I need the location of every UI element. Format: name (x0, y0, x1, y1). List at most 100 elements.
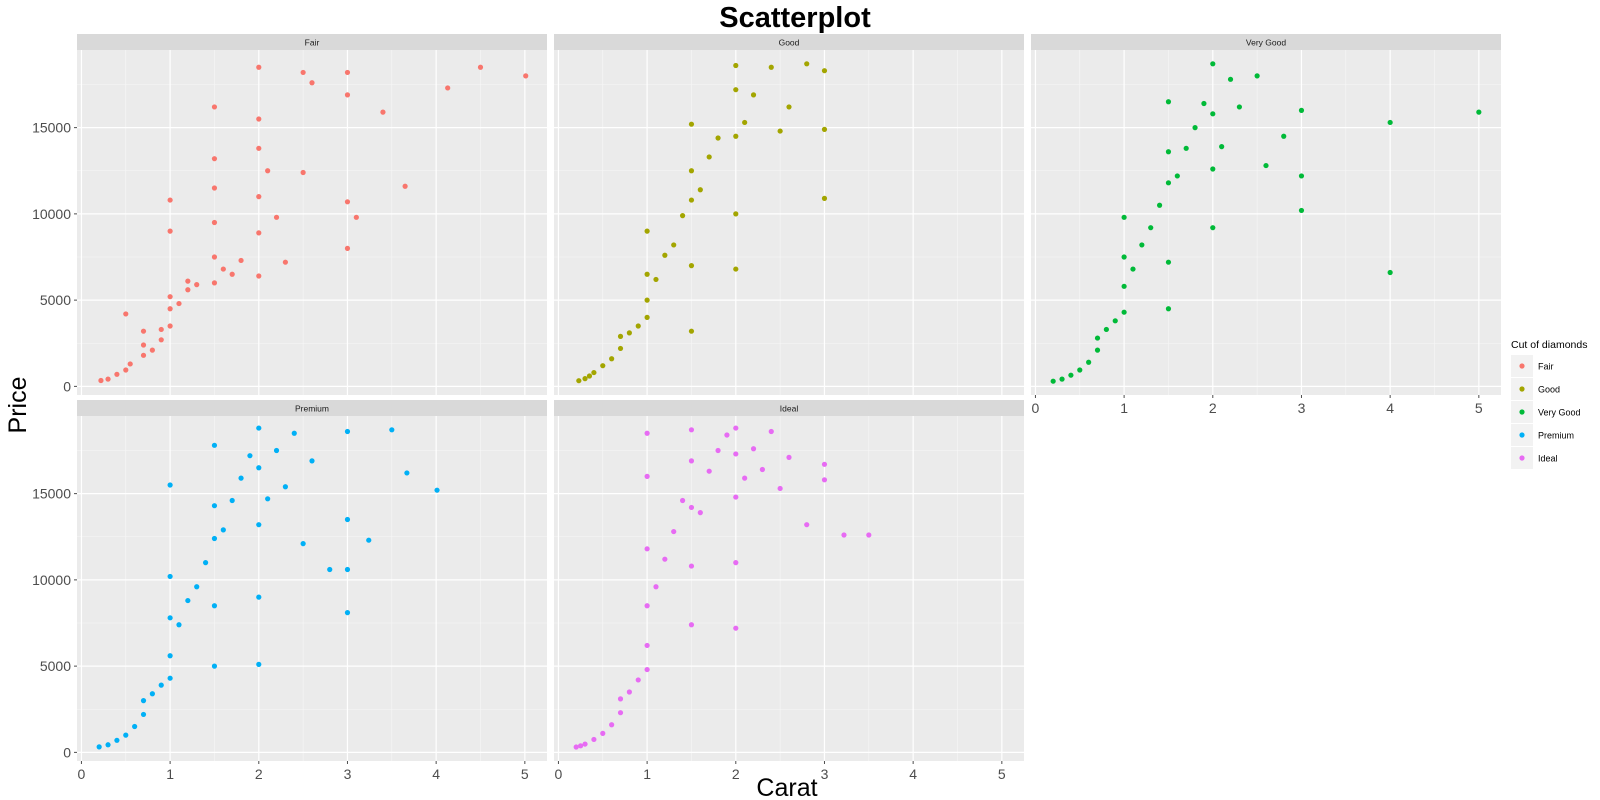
facet-strip (77, 34, 547, 50)
data-point (132, 723, 138, 730)
data-point (653, 584, 659, 590)
data-point (750, 446, 757, 452)
data-point (576, 378, 582, 384)
y-tick-label: 5000 (40, 292, 71, 308)
data-point (1165, 99, 1172, 105)
data-point (256, 145, 262, 151)
data-point (586, 373, 593, 379)
data-point (123, 311, 129, 317)
data-point (768, 428, 774, 435)
data-point (1121, 283, 1127, 289)
data-point (777, 128, 783, 134)
data-point (1298, 173, 1305, 179)
data-point (1094, 335, 1101, 341)
data-point (238, 257, 244, 264)
data-point (1165, 180, 1172, 186)
data-point (114, 371, 120, 377)
data-point (167, 482, 173, 488)
data-point (724, 432, 730, 438)
facet-strip-label: Ideal (780, 404, 799, 414)
legend-key-fair: Fair (1511, 355, 1554, 377)
data-point (750, 92, 757, 98)
x-tick-label: 4 (909, 766, 917, 782)
data-point (123, 732, 129, 738)
data-point (211, 280, 218, 286)
data-point (733, 62, 739, 69)
data-point (626, 689, 632, 695)
data-point (273, 447, 280, 454)
data-point (300, 541, 306, 547)
chart-title: Scatterplot (719, 2, 871, 34)
data-point (644, 603, 650, 609)
data-point (140, 698, 147, 704)
data-point (140, 342, 147, 348)
data-point (238, 475, 244, 481)
data-point (402, 183, 408, 189)
facet-strip-label: Good (779, 38, 800, 48)
x-tick-label: 1 (166, 766, 174, 782)
data-point (733, 211, 739, 217)
x-tick-label: 5 (998, 766, 1006, 782)
data-point (167, 573, 173, 580)
data-point (841, 532, 847, 538)
legend-label: Ideal (1538, 454, 1558, 464)
data-point (158, 326, 164, 333)
data-point (742, 475, 748, 481)
data-point (105, 742, 111, 748)
data-point (202, 560, 209, 566)
data-point (626, 330, 632, 336)
legend-label: Good (1538, 385, 1560, 395)
legend: Cut of diamonds Fair Good Very Good Premium… (1511, 339, 1587, 469)
x-tick-label: 0 (78, 766, 86, 782)
data-point (1192, 125, 1198, 131)
data-point (158, 337, 164, 343)
data-point (786, 454, 792, 460)
legend-key-dot (1519, 432, 1525, 438)
facet-panel-fair: Fair 0 5000 10000 15000 (32, 34, 547, 395)
data-point (591, 736, 597, 743)
facet-strip-label: Fair (305, 38, 320, 48)
data-point (1068, 372, 1074, 378)
x-tick-label: 2 (1209, 400, 1217, 416)
data-point (211, 442, 218, 448)
x-tick-label: 1 (1120, 400, 1128, 416)
data-point (366, 537, 372, 543)
data-point (265, 168, 271, 174)
data-point (733, 266, 739, 272)
data-point (697, 509, 703, 516)
data-point (1298, 207, 1305, 214)
data-point (105, 376, 111, 382)
data-point (733, 451, 739, 457)
data-point (733, 625, 739, 631)
data-point (600, 730, 606, 737)
data-point (114, 737, 120, 743)
data-point (127, 361, 133, 367)
data-point (644, 666, 650, 673)
data-point (256, 64, 262, 70)
data-point (768, 64, 774, 70)
x-tick-label: 4 (1386, 400, 1394, 416)
data-point (821, 461, 828, 467)
facet-panel-very-good: Very Good 0 1 2 3 4 5 (1031, 34, 1501, 416)
data-point (1165, 149, 1172, 155)
legend-label: Fair (1538, 362, 1554, 372)
data-point (573, 744, 579, 750)
facet-strip-label: Premium (295, 404, 329, 414)
data-point (194, 584, 200, 590)
data-point (688, 427, 695, 433)
data-point (688, 563, 695, 569)
data-point (671, 242, 677, 248)
y-tick-label: 15000 (32, 120, 71, 136)
data-point (309, 458, 315, 464)
data-point (523, 73, 529, 79)
data-point (256, 594, 262, 600)
data-point (434, 487, 440, 493)
data-point (167, 228, 173, 234)
data-point (123, 367, 129, 373)
x-tick-label: 0 (1032, 400, 1040, 416)
data-point (140, 711, 147, 718)
data-point (733, 560, 739, 566)
data-point (265, 496, 271, 502)
panel-background (1031, 50, 1501, 395)
data-point (211, 603, 218, 609)
